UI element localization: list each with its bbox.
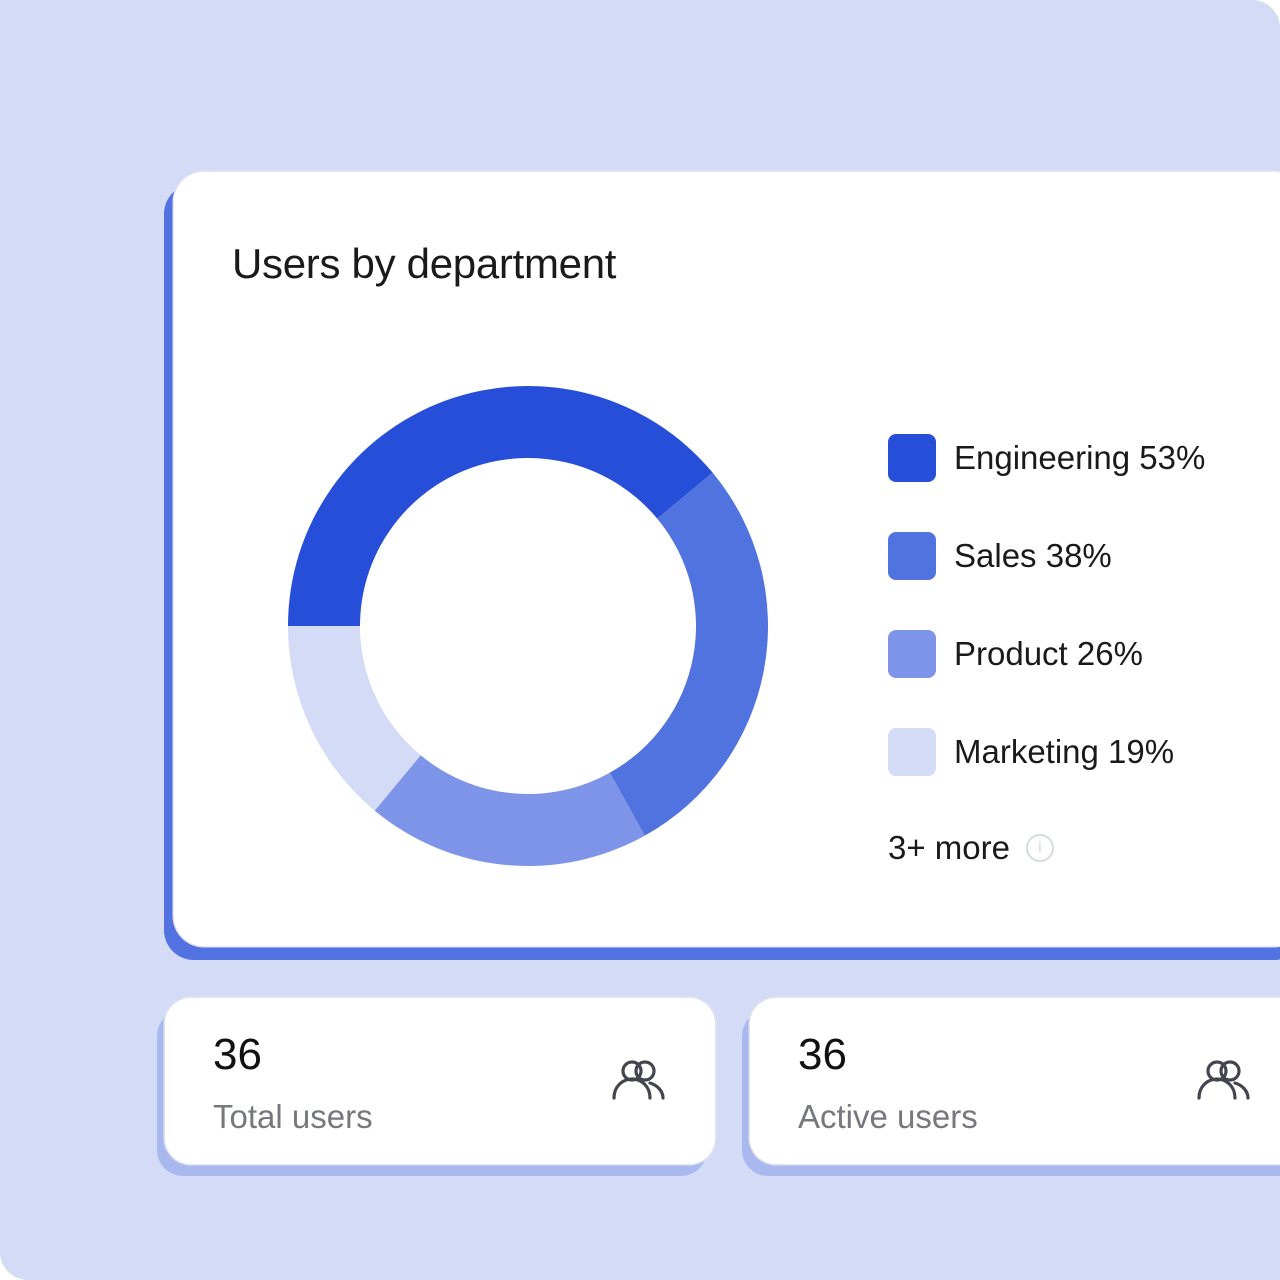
donut-segment-engineering[interactable] <box>288 385 713 626</box>
donut-segment-sales[interactable] <box>609 472 768 836</box>
total-users-label: Total users <box>213 1098 373 1135</box>
active-users-card: 36 Active users <box>750 998 1280 1164</box>
more-label: 3+ more <box>888 829 1010 866</box>
donut-chart <box>288 385 768 866</box>
users-icon <box>1197 1060 1250 1100</box>
legend-swatch <box>888 434 936 482</box>
legend-swatch <box>888 532 936 580</box>
card-title: Users by department <box>232 240 617 287</box>
active-users-value: 36 <box>798 1030 847 1079</box>
chart-legend: Engineering 53% Sales 38% Product 26% Ma… <box>888 434 1205 872</box>
legend-label: Product 26% <box>954 635 1143 672</box>
more-departments[interactable]: 3+ more i <box>888 824 1205 872</box>
legend-swatch <box>888 630 936 678</box>
legend-label: Marketing 19% <box>954 733 1175 770</box>
donut-segment-product[interactable] <box>374 755 645 866</box>
users-icon <box>612 1060 665 1100</box>
users-by-department-card: Users by department Engineering 53% Sale… <box>174 172 1280 946</box>
legend-label: Sales 38% <box>954 537 1112 574</box>
legend-label: Engineering 53% <box>954 439 1206 476</box>
legend-item-engineering[interactable]: Engineering 53% <box>888 434 1205 482</box>
active-users-label: Active users <box>798 1098 978 1135</box>
info-icon[interactable]: i <box>1025 834 1054 862</box>
total-users-card: 36 Total users <box>165 998 715 1164</box>
legend-swatch <box>888 728 936 776</box>
legend-item-product[interactable]: Product 26% <box>888 630 1205 678</box>
legend-item-sales[interactable]: Sales 38% <box>888 532 1205 580</box>
legend-item-marketing[interactable]: Marketing 19% <box>888 728 1205 776</box>
total-users-value: 36 <box>213 1030 262 1079</box>
donut-segment-marketing[interactable] <box>288 626 421 811</box>
